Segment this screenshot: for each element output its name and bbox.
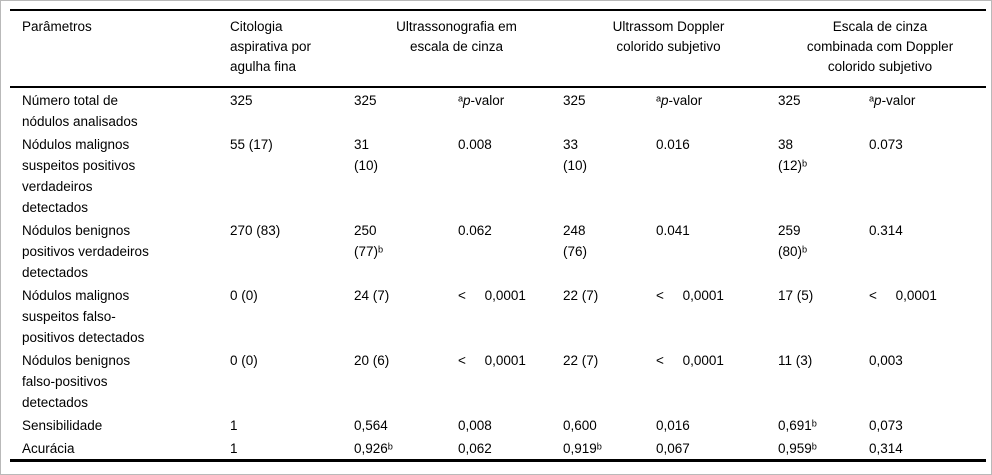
table-row-total: Número total de nódulos analisados 325 3… <box>10 87 986 132</box>
table-cell: 0.008 <box>458 137 492 152</box>
table-cell: 11 (3) <box>778 353 813 368</box>
table-row: Nódulos malignos suspeitos falso- positi… <box>10 283 986 348</box>
p-valor-label: -valor <box>881 93 916 108</box>
superscript-a: ᵃ <box>656 93 662 108</box>
table-cell: 259 (80)ᵇ <box>778 223 808 259</box>
table-cell: 248 (76) <box>563 223 588 259</box>
table-cell: 24 (7) <box>354 288 390 303</box>
row-label: Nódulos benignos falso-positivos detecta… <box>22 353 131 410</box>
table-cell: 0.016 <box>656 137 690 152</box>
table-cell: 325 <box>230 93 253 108</box>
column-header-citologia: Citologia aspirativa por agulha fina <box>230 19 312 74</box>
column-header-ultrassonografia: Ultrassonografia em escala de cinza <box>396 19 517 54</box>
table-cell: 20 (6) <box>354 353 390 368</box>
table-cell: 325 <box>354 93 377 108</box>
table-cell: 1 <box>230 418 238 433</box>
row-label: Nódulos benignos positivos verdadeiros d… <box>22 223 149 280</box>
table-cell: < 0,0001 <box>656 353 724 368</box>
table-cell: 0.073 <box>869 137 903 152</box>
p-valor-label: -valor <box>668 93 703 108</box>
results-table: Parâmetros Citologia aspirativa por agul… <box>10 9 987 462</box>
column-header-combinada: Escala de cinza combinada com Doppler co… <box>806 19 954 74</box>
table-cell: 0.314 <box>869 223 903 238</box>
table-row: Nódulos malignos suspeitos positivos ver… <box>10 132 986 218</box>
p-italic: p <box>463 93 471 108</box>
p-valor-label: -valor <box>470 93 505 108</box>
table-cell: 0.041 <box>656 223 690 238</box>
table-cell: 33 (10) <box>563 137 588 173</box>
row-label: Nódulos malignos suspeitos falso- positi… <box>22 288 145 345</box>
table-cell: 55 (17) <box>230 137 273 152</box>
table-cell: 0,691ᵇ <box>778 418 817 433</box>
table-cell: 0,062 <box>458 441 492 456</box>
p-value-header-cell: ᵃp-valor <box>656 87 778 132</box>
table-cell: 38 (12)ᵇ <box>778 137 808 173</box>
table-row: Sensibilidade 1 0,564 0,008 0,600 0,016 … <box>10 413 986 436</box>
table-cell: 31 (10) <box>354 137 379 173</box>
table-row: Nódulos benignos falso-positivos detecta… <box>10 348 986 413</box>
table-cell: 0,926ᵇ <box>354 441 393 456</box>
table-cell: < 0,0001 <box>458 353 526 368</box>
table-cell: 250 (77)ᵇ <box>354 223 384 259</box>
table-cell: 325 <box>563 93 586 108</box>
row-label: Sensibilidade <box>22 418 103 433</box>
table-cell: 0,008 <box>458 418 492 433</box>
row-label: Nódulos malignos suspeitos positivos ver… <box>22 137 136 215</box>
superscript-a: ᵃ <box>869 93 875 108</box>
table-cell: < 0,0001 <box>458 288 526 303</box>
header-row: Parâmetros Citologia aspirativa por agul… <box>10 10 987 87</box>
table-cell: 0,600 <box>563 418 597 433</box>
p-value-header-cell: ᵃp-valor <box>869 87 986 132</box>
table-cell: 1 <box>230 441 238 456</box>
column-header-doppler: Ultrassom Doppler colorido subjetivo <box>612 19 725 54</box>
table-cell: 0,919ᵇ <box>563 441 602 456</box>
p-value-header-cell: ᵃp-valor <box>458 87 563 132</box>
table-cell: < 0,0001 <box>656 288 724 303</box>
row-label: Número total de nódulos analisados <box>22 93 138 129</box>
table-cell: 22 (7) <box>563 288 599 303</box>
row-label: Acurácia <box>22 441 75 456</box>
table-cell: 0,564 <box>354 418 388 433</box>
table-row: Acurácia 1 0,926ᵇ 0,062 0,919ᵇ 0,067 0,9… <box>10 436 986 461</box>
table-cell: 0,016 <box>656 418 690 433</box>
table-cell: 0,073 <box>869 418 903 433</box>
superscript-a: ᵃ <box>458 93 464 108</box>
column-header-parametros: Parâmetros <box>22 19 92 34</box>
table-cell: 325 <box>778 93 801 108</box>
table-cell: 17 (5) <box>778 288 814 303</box>
table-row: Nódulos benignos positivos verdadeiros d… <box>10 218 986 283</box>
table-cell: 0,959ᵇ <box>778 441 817 456</box>
p-italic: p <box>661 93 669 108</box>
table-cell: 22 (7) <box>563 353 599 368</box>
table-cell: 0,067 <box>656 441 690 456</box>
table-cell: 270 (83) <box>230 223 281 238</box>
table-cell: 0 (0) <box>230 288 258 303</box>
table-cell: < 0,0001 <box>869 288 937 303</box>
table-cell: 0 (0) <box>230 353 258 368</box>
table-cell: 0,314 <box>869 441 903 456</box>
table-cell: 0.062 <box>458 223 492 238</box>
table-cell: 0,003 <box>869 353 903 368</box>
p-italic: p <box>874 93 882 108</box>
